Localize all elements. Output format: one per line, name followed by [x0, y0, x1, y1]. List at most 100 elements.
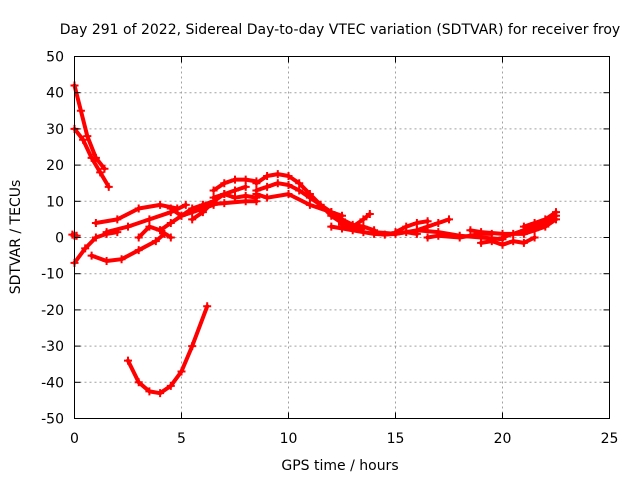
data-point: [509, 229, 518, 238]
series-line: [521, 210, 558, 229]
data-point: [487, 237, 496, 246]
series-arc-1: [70, 81, 109, 173]
series-line: [136, 224, 173, 240]
data-point: [100, 164, 109, 173]
data-point: [102, 228, 111, 237]
data-point: [434, 219, 443, 228]
data-point: [284, 171, 293, 180]
series-arc-28: [519, 208, 560, 231]
data-point: [477, 228, 486, 237]
data-point: [91, 219, 100, 228]
data-point: [498, 233, 507, 242]
x-tick-label: 0: [70, 431, 79, 447]
data-point: [134, 233, 143, 242]
data-point: [295, 179, 304, 188]
data-point: [284, 190, 293, 199]
data-point: [220, 179, 229, 188]
data-point: [445, 215, 453, 224]
x-tick-label: 10: [280, 431, 298, 447]
data-point: [305, 200, 314, 209]
data-point: [359, 228, 368, 237]
data-point: [151, 237, 160, 246]
y-tick-label: 30: [46, 122, 64, 138]
data-point: [295, 186, 304, 195]
chart-title: Day 291 of 2022, Sidereal Day-to-day VTE…: [60, 22, 620, 38]
data-point: [338, 220, 346, 229]
data-point: [231, 175, 239, 184]
data-point: [423, 222, 432, 231]
data-point: [509, 237, 518, 246]
data-point: [177, 367, 186, 376]
data-point: [263, 193, 272, 202]
data-point: [263, 171, 272, 180]
series-arc-6: [91, 200, 182, 228]
data-point: [203, 302, 212, 311]
data-point: [72, 231, 81, 240]
series-line: [340, 212, 372, 229]
series-line: [200, 199, 259, 207]
data-point: [552, 208, 560, 217]
series-line: [393, 219, 430, 235]
series-layer: [68, 81, 560, 398]
series-arc-9: [124, 302, 212, 398]
data-point: [241, 182, 250, 191]
data-point: [156, 226, 165, 235]
data-point: [273, 179, 282, 188]
y-tick-label: 0: [55, 231, 64, 247]
data-point: [209, 186, 218, 195]
data-point: [81, 244, 90, 253]
x-tick-label: 15: [387, 431, 405, 447]
series-arc-18: [252, 190, 346, 220]
data-point: [177, 211, 186, 220]
data-point: [166, 233, 175, 242]
y-tick-label: -30: [41, 339, 64, 355]
data-point: [181, 200, 190, 209]
data-point: [241, 191, 250, 200]
data-point: [359, 215, 368, 224]
data-point: [166, 381, 175, 390]
data-point: [370, 228, 379, 237]
data-point: [156, 200, 165, 209]
y-tick-label: 10: [46, 194, 64, 210]
data-point: [263, 182, 272, 191]
data-point: [79, 135, 88, 144]
data-point: [134, 246, 143, 255]
x-tick-label: 25: [601, 431, 619, 447]
data-point: [541, 215, 550, 224]
y-axis-label: SDTVAR / TECUs: [8, 180, 24, 295]
data-point: [188, 204, 197, 213]
data-point: [348, 222, 357, 231]
data-point: [412, 226, 421, 235]
data-point: [102, 257, 111, 266]
data-point: [145, 215, 154, 224]
series-line: [414, 217, 451, 233]
data-point: [241, 175, 250, 184]
series-arc-23: [412, 215, 453, 235]
y-tick-label: -40: [41, 375, 64, 391]
data-point: [273, 170, 282, 179]
y-tick-label: 40: [46, 86, 64, 102]
data-point: [455, 233, 464, 242]
data-point: [434, 231, 443, 240]
data-point: [327, 208, 336, 217]
data-point: [252, 190, 261, 199]
data-point: [104, 182, 113, 191]
grid-layer: [74, 56, 610, 419]
data-point: [402, 222, 411, 231]
y-tick-label: 20: [46, 158, 64, 174]
data-point: [145, 222, 154, 231]
data-point: [87, 153, 96, 162]
data-point: [145, 387, 154, 396]
data-point: [391, 228, 400, 237]
data-point: [220, 190, 229, 199]
data-point: [188, 342, 197, 351]
data-point: [134, 378, 143, 387]
data-point: [423, 233, 432, 242]
data-point: [113, 215, 122, 224]
data-point: [209, 193, 218, 202]
data-point: [166, 219, 175, 228]
data-point: [466, 226, 475, 235]
series-arc-20: [338, 209, 374, 231]
data-point: [124, 222, 132, 231]
